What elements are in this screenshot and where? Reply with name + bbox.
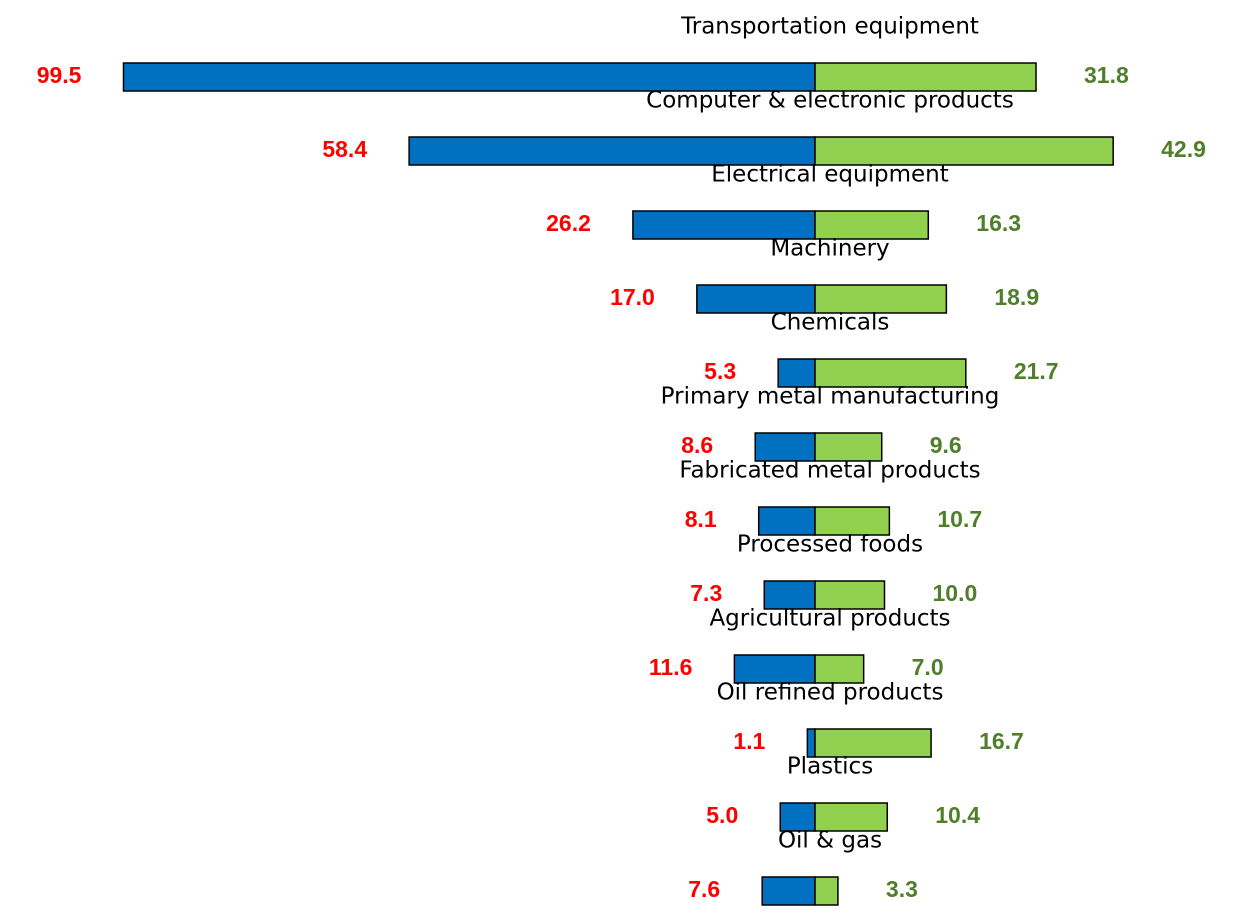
- value-label: 58.4: [322, 136, 367, 162]
- bar: [814, 358, 967, 388]
- bar: [696, 284, 816, 314]
- bar: [814, 876, 839, 906]
- bar: [733, 654, 816, 684]
- bar: [814, 802, 889, 832]
- bar: [408, 136, 816, 166]
- value-label: 31.8: [1084, 62, 1129, 88]
- value-label: 17.0: [610, 284, 655, 310]
- value-label: 10.0: [933, 580, 978, 606]
- category-label: Primary metal manufacturing: [661, 384, 1000, 410]
- value-label: 10.4: [935, 802, 980, 828]
- value-label: 5.3: [704, 358, 736, 384]
- bar: [814, 654, 865, 684]
- category-label: Chemicals: [771, 310, 890, 336]
- value-label: 16.3: [976, 210, 1021, 236]
- bar: [814, 136, 1114, 166]
- value-label: 26.2: [546, 210, 591, 236]
- value-label: 7.0: [912, 654, 944, 680]
- value-label: 1.1: [733, 728, 765, 754]
- value-label: 16.7: [979, 728, 1024, 754]
- value-label: 10.7: [937, 506, 982, 532]
- value-label: 21.7: [1014, 358, 1059, 384]
- bar: [814, 62, 1037, 92]
- category-label: Electrical equipment: [711, 162, 949, 188]
- bar: [814, 284, 948, 314]
- bar: [814, 580, 886, 610]
- value-label: 99.5: [37, 62, 82, 88]
- category-label: Oil & gas: [778, 828, 882, 854]
- category-label: Plastics: [787, 754, 873, 780]
- category-label: Oil refined products: [717, 680, 944, 706]
- bar: [632, 210, 816, 240]
- category-label: Fabricated metal products: [679, 458, 980, 484]
- value-label: 11.6: [649, 654, 693, 680]
- bar: [814, 506, 891, 536]
- category-label: Machinery: [770, 236, 889, 262]
- value-label: 7.6: [688, 876, 720, 902]
- value-label: 7.3: [690, 580, 722, 606]
- category-label: Agricultural products: [709, 606, 950, 632]
- category-label: Computer & electronic products: [646, 88, 1014, 114]
- category-label: Transportation equipment: [680, 14, 979, 40]
- value-label: 42.9: [1161, 136, 1206, 162]
- category-label: Processed foods: [737, 532, 923, 558]
- bar: [814, 432, 883, 462]
- value-label: 8.6: [681, 432, 713, 458]
- bar: [777, 358, 816, 388]
- value-label: 3.3: [886, 876, 918, 902]
- bar: [757, 506, 816, 536]
- value-label: 9.6: [930, 432, 962, 458]
- value-label: 18.9: [994, 284, 1039, 310]
- bar: [814, 210, 930, 240]
- bar: [761, 876, 816, 906]
- bar: [814, 728, 932, 758]
- bar: [122, 62, 816, 92]
- value-label: 5.0: [706, 802, 738, 828]
- value-label: 8.1: [685, 506, 717, 532]
